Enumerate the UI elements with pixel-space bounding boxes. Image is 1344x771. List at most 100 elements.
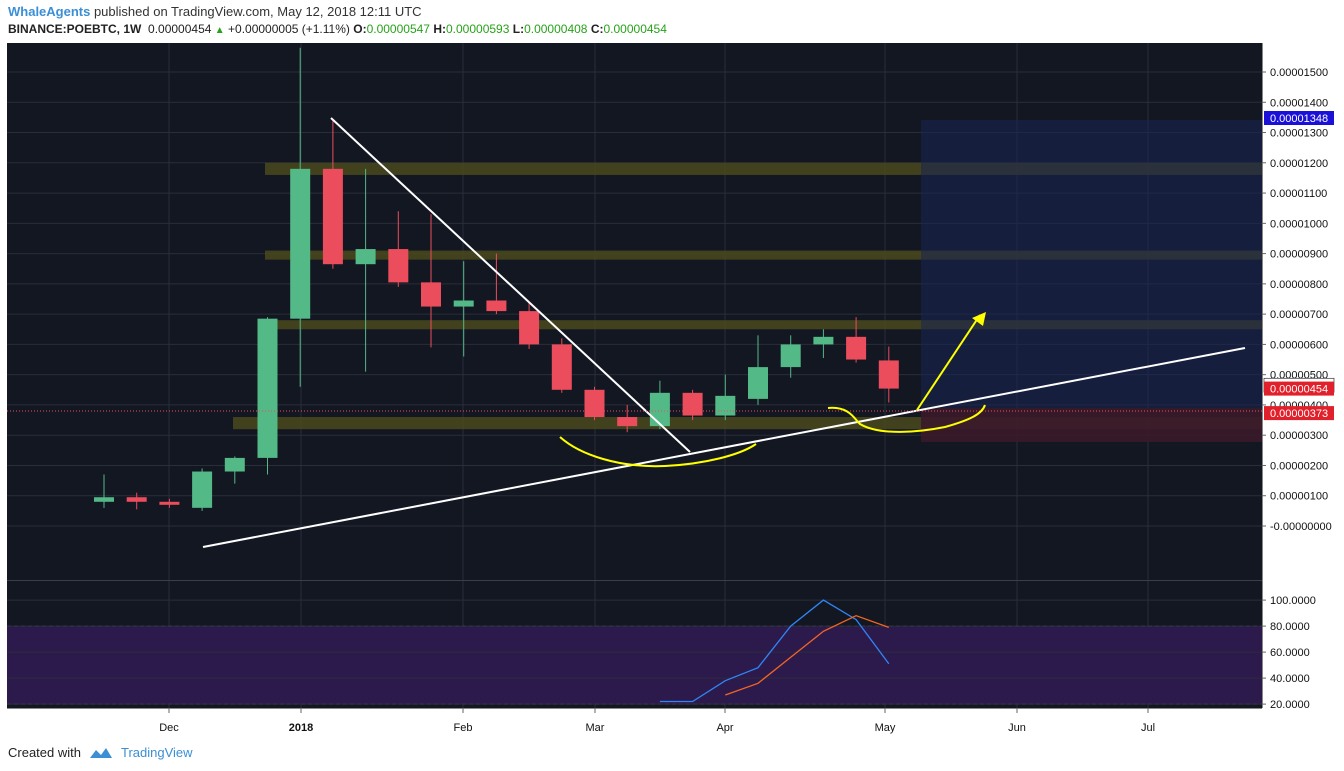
symbol-label: BINANCE:POEBTC, 1W (8, 22, 142, 36)
price-tick-label: 0.00000300 (1270, 430, 1328, 442)
price-tick-label: 0.00000800 (1270, 279, 1328, 291)
stoch-tick-label: 40.0000 (1270, 673, 1310, 685)
candle-body (813, 336, 834, 345)
stop-price-label: 0.00000373 (1264, 406, 1334, 421)
candle[interactable] (682, 389, 703, 421)
stop-box (921, 408, 1262, 442)
time-tick-label: May (875, 722, 896, 734)
stoch-tick-label: 20.0000 (1270, 699, 1310, 711)
price-tick-label: 0.00000200 (1270, 460, 1328, 472)
candle[interactable] (94, 474, 114, 508)
low-value: 0.00000408 (524, 22, 588, 36)
price-tick-label: 0.00001500 (1270, 67, 1328, 79)
candle-body (94, 497, 114, 502)
candle[interactable] (878, 346, 899, 403)
candle[interactable] (486, 253, 507, 315)
candle[interactable] (780, 335, 801, 378)
last-price-label-text: 0.00000454 (1270, 384, 1328, 396)
footer: Created with TradingView (8, 745, 193, 760)
candle-body (192, 471, 213, 508)
ascending-trendline[interactable] (202, 347, 1246, 548)
candle-body (322, 168, 343, 265)
tradingview-logo-icon (89, 747, 112, 758)
candle-body (682, 392, 703, 416)
target-price-label: 0.00001348 (1264, 111, 1334, 126)
price-tick-label: 0.00001300 (1270, 128, 1328, 140)
candle-body (224, 457, 245, 472)
candle-body (126, 497, 147, 502)
descending-trendline[interactable] (330, 117, 691, 453)
candle-body (780, 344, 801, 368)
candle-body (421, 282, 441, 307)
candle-body (519, 311, 540, 345)
price-tick-label: 0.00000100 (1270, 491, 1328, 503)
sr-zone[interactable] (265, 320, 1262, 330)
candle-body (453, 300, 474, 307)
author-link[interactable]: WhaleAgents (8, 4, 91, 19)
price-tick-label: 0.00001000 (1270, 218, 1328, 230)
price-tick-label: 0.00000900 (1270, 249, 1328, 261)
candle[interactable] (551, 338, 572, 393)
candle-body (486, 300, 507, 312)
price-tick-label: 0.00001400 (1270, 97, 1328, 109)
time-tick-label: Feb (454, 722, 473, 734)
price-tick-label: -0.00000000 (1270, 521, 1332, 533)
time-axis-bg (0, 709, 1262, 737)
candle[interactable] (290, 47, 311, 387)
candle[interactable] (421, 214, 441, 348)
high-label: H: (433, 22, 446, 36)
arrow-head-icon (972, 312, 986, 326)
low-label: L: (512, 22, 525, 36)
price-axis-bg (1262, 43, 1344, 708)
time-tick-label: 2018 (289, 722, 313, 734)
candle[interactable] (159, 498, 180, 508)
candle-body (649, 392, 670, 427)
target-box (921, 120, 1262, 408)
candle[interactable] (649, 380, 670, 430)
candle[interactable] (748, 335, 768, 405)
price-tick-label: 0.00000600 (1270, 339, 1328, 351)
stoch-tick-label: 100.0000 (1270, 595, 1316, 607)
close-value: 0.00000454 (603, 22, 667, 36)
stoch-tick-label: 80.0000 (1270, 621, 1310, 633)
candle[interactable] (388, 211, 409, 287)
price-tick-label: 0.00001100 (1270, 188, 1327, 200)
time-tick-label: Mar (586, 722, 605, 734)
candle-body (551, 344, 572, 390)
candle[interactable] (126, 492, 147, 510)
time-tick-label: Apr (716, 722, 733, 734)
candle-body (878, 360, 899, 389)
up-triangle-icon: ▲ (214, 25, 225, 36)
candle[interactable] (617, 404, 638, 433)
candle-body (846, 336, 867, 360)
time-tick-label: Jun (1008, 722, 1026, 734)
stoch-k-line[interactable] (659, 599, 890, 703)
sr-zone[interactable] (265, 250, 1262, 260)
tradingview-link[interactable]: TradingView (120, 745, 193, 760)
change-value: +0.00000005 (+1.11%) (228, 22, 350, 36)
candle[interactable] (846, 317, 867, 363)
stoch-tick-label: 60.0000 (1270, 647, 1310, 659)
candle[interactable] (322, 120, 343, 269)
candle[interactable] (813, 329, 834, 359)
candle[interactable] (453, 261, 474, 357)
candle-body (715, 395, 736, 416)
last-price: 0.00000454 (148, 22, 212, 36)
price-tick-label: 0.00000700 (1270, 309, 1328, 321)
candle[interactable] (355, 168, 376, 372)
candle[interactable] (192, 468, 213, 511)
target-arrow (916, 314, 981, 411)
candle[interactable] (224, 456, 245, 484)
candle[interactable] (257, 317, 278, 475)
open-label: O: (353, 22, 367, 36)
stoch-d-line[interactable] (725, 614, 890, 696)
time-tick-label: Dec (159, 722, 179, 734)
candle[interactable] (519, 302, 540, 349)
created-with-text: Created with (8, 745, 81, 760)
open-value: 0.00000547 (366, 22, 430, 36)
candle-body (257, 318, 278, 458)
publish-info: WhaleAgents published on TradingView.com… (8, 4, 422, 19)
time-tick-label: Jul (1141, 722, 1155, 734)
candle[interactable] (584, 386, 605, 421)
